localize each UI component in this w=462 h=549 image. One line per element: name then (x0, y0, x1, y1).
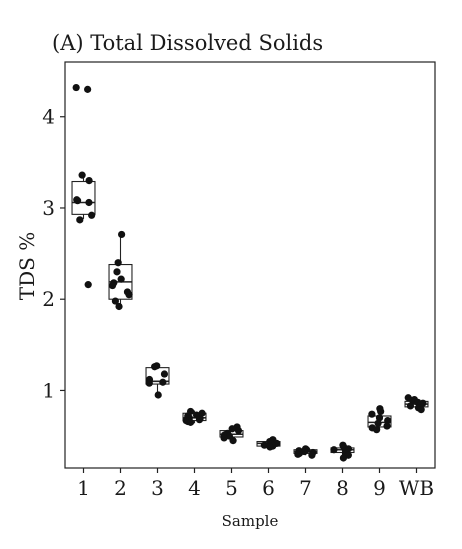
x-tick-label: 1 (77, 476, 90, 500)
data-point (266, 443, 274, 451)
data-point (113, 268, 121, 276)
data-point (377, 407, 385, 416)
data-point (383, 422, 391, 430)
x-tick-label: 8 (336, 476, 349, 500)
data-point (76, 216, 84, 224)
data-point (118, 230, 126, 239)
x-tick-label: 5 (225, 476, 238, 500)
data-point (339, 454, 348, 462)
y-axis-title: TDS % (15, 232, 39, 300)
data-point (85, 198, 93, 207)
data-point (374, 419, 382, 427)
y-tick-label: 3 (42, 196, 55, 220)
data-point (384, 416, 392, 425)
data-point (114, 259, 122, 267)
data-point (294, 450, 302, 458)
data-point (115, 302, 123, 311)
data-point (73, 196, 81, 204)
data-point (260, 441, 268, 449)
x-tick-label: 9 (373, 476, 386, 500)
data-point (125, 291, 133, 299)
data-point (111, 297, 119, 305)
data-point (84, 281, 92, 289)
data-point (151, 363, 159, 371)
data-point (373, 426, 381, 434)
data-point (108, 281, 117, 290)
data-point (368, 410, 376, 418)
data-point (234, 426, 243, 435)
data-point (375, 414, 384, 422)
data-point (330, 446, 338, 454)
chart-title: (A) Total Dissolved Solids (52, 31, 323, 55)
x-tick-label: WB (399, 476, 434, 500)
box (71, 180, 96, 215)
x-tick-label: 4 (188, 476, 201, 500)
x-axis-title: Sample (222, 512, 279, 530)
data-point (84, 85, 92, 93)
data-point (417, 406, 425, 414)
data-point (159, 378, 167, 386)
data-point (72, 83, 80, 92)
y-axis: 1 2 3 4 (42, 105, 65, 402)
data-point (195, 416, 204, 424)
x-tick-label: 3 (151, 476, 164, 500)
data-point (145, 379, 153, 387)
x-tick-label: 6 (262, 476, 275, 500)
y-tick-label: 2 (42, 287, 55, 311)
x-tick-label: 2 (114, 476, 127, 500)
y-tick-label: 1 (42, 378, 55, 402)
data-point (220, 434, 228, 442)
x-axis: 1 2 3 4 5 6 7 8 9 WB (77, 468, 434, 500)
data-point (160, 370, 169, 378)
data-point (228, 425, 236, 433)
data-point (88, 211, 96, 219)
data-point (229, 437, 237, 445)
data-point (85, 177, 93, 185)
y-tick-label: 4 (42, 105, 55, 129)
data-points (72, 83, 427, 462)
data-point (198, 409, 206, 417)
plot-frame (64, 61, 436, 469)
data-point (406, 402, 415, 410)
data-point (308, 451, 316, 459)
data-point (154, 391, 162, 399)
data-point (78, 171, 86, 179)
x-tick-label: 7 (299, 476, 312, 500)
data-point (117, 275, 125, 283)
data-point (186, 418, 195, 426)
